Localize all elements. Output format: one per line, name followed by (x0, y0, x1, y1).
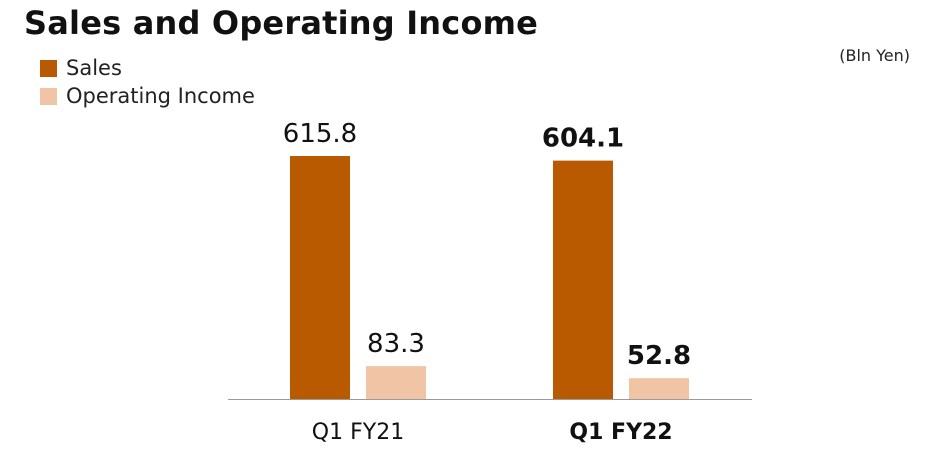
chart-title: Sales and Operating Income (24, 4, 539, 42)
bar-sales-q1-fy21 (290, 156, 350, 399)
bar-operating-income-q1-fy22 (629, 378, 689, 399)
legend: Sales Operating Income (40, 54, 255, 110)
legend-swatch-sales (40, 59, 57, 77)
legend-label-operating-income: Operating Income (66, 84, 255, 108)
bar-sales-q1-fy22 (553, 160, 613, 399)
legend-item-operating-income: Operating Income (40, 82, 255, 110)
category-label-q1-fy22: Q1 FY22 (569, 420, 672, 445)
bar-operating-income-q1-fy21 (366, 366, 426, 399)
data-label-sales-q1-fy21: 615.8 (283, 119, 357, 149)
legend-swatch-operating-income (40, 87, 57, 105)
data-label-operating-income-q1-fy22: 52.8 (627, 341, 691, 371)
category-label-q1-fy21: Q1 FY21 (312, 420, 404, 445)
data-label-sales-q1-fy22: 604.1 (542, 124, 624, 154)
legend-label-sales: Sales (66, 56, 122, 80)
data-label-operating-income-q1-fy21: 83.3 (367, 329, 425, 359)
legend-item-sales: Sales (40, 54, 255, 82)
unit-label: (Bln Yen) (839, 46, 910, 65)
